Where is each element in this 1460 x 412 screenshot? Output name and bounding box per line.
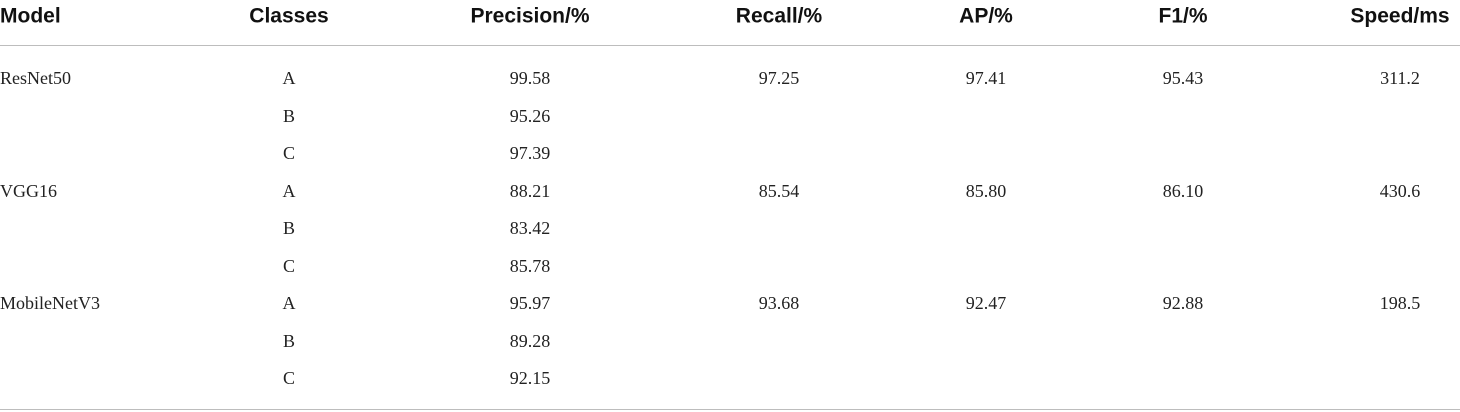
recall-value: 97.25 [758,68,800,88]
recall-value: 85.54 [758,180,800,201]
model-name: ResNet50 [0,68,71,88]
precision-value: 92.15 [509,368,551,388]
class-label: B [282,105,296,126]
class-label: A [282,293,296,313]
f1-value: 92.88 [1162,293,1204,313]
class-label: C [282,255,296,276]
column-header: F1/% [1158,4,1208,28]
column-header: AP/% [959,4,1013,28]
precision-value: 85.78 [509,255,551,276]
class-label: A [282,68,296,88]
speed-value: 198.5 [1379,293,1421,313]
header-rule [0,45,1460,46]
model-name: MobileNetV3 [0,293,100,313]
class-label: C [282,368,296,388]
column-header: Classes [249,4,329,28]
column-header: Recall/% [735,4,823,28]
precision-value: 99.58 [509,68,551,88]
speed-value: 311.2 [1380,68,1420,88]
speed-value: 430.6 [1379,180,1421,201]
f1-value: 86.10 [1162,180,1204,201]
bottom-rule [0,409,1460,410]
f1-value: 95.43 [1162,68,1204,88]
column-header: Speed/ms [1350,4,1450,28]
class-label: C [282,143,296,163]
column-header: Precision/% [470,4,590,28]
recall-value: 93.68 [758,293,800,313]
precision-value: 89.28 [509,330,551,351]
ap-value: 92.47 [965,293,1007,313]
precision-value: 97.39 [509,143,551,163]
precision-value: 88.21 [509,180,551,201]
model-name: VGG16 [0,180,57,201]
class-label: B [282,330,296,351]
precision-value: 83.42 [509,218,551,238]
precision-value: 95.97 [509,293,551,313]
precision-value: 95.26 [509,105,551,126]
class-label: B [282,218,296,238]
ap-value: 97.41 [965,68,1007,88]
column-header: Model [0,4,61,28]
ap-value: 85.80 [965,180,1007,201]
class-label: A [282,180,296,201]
